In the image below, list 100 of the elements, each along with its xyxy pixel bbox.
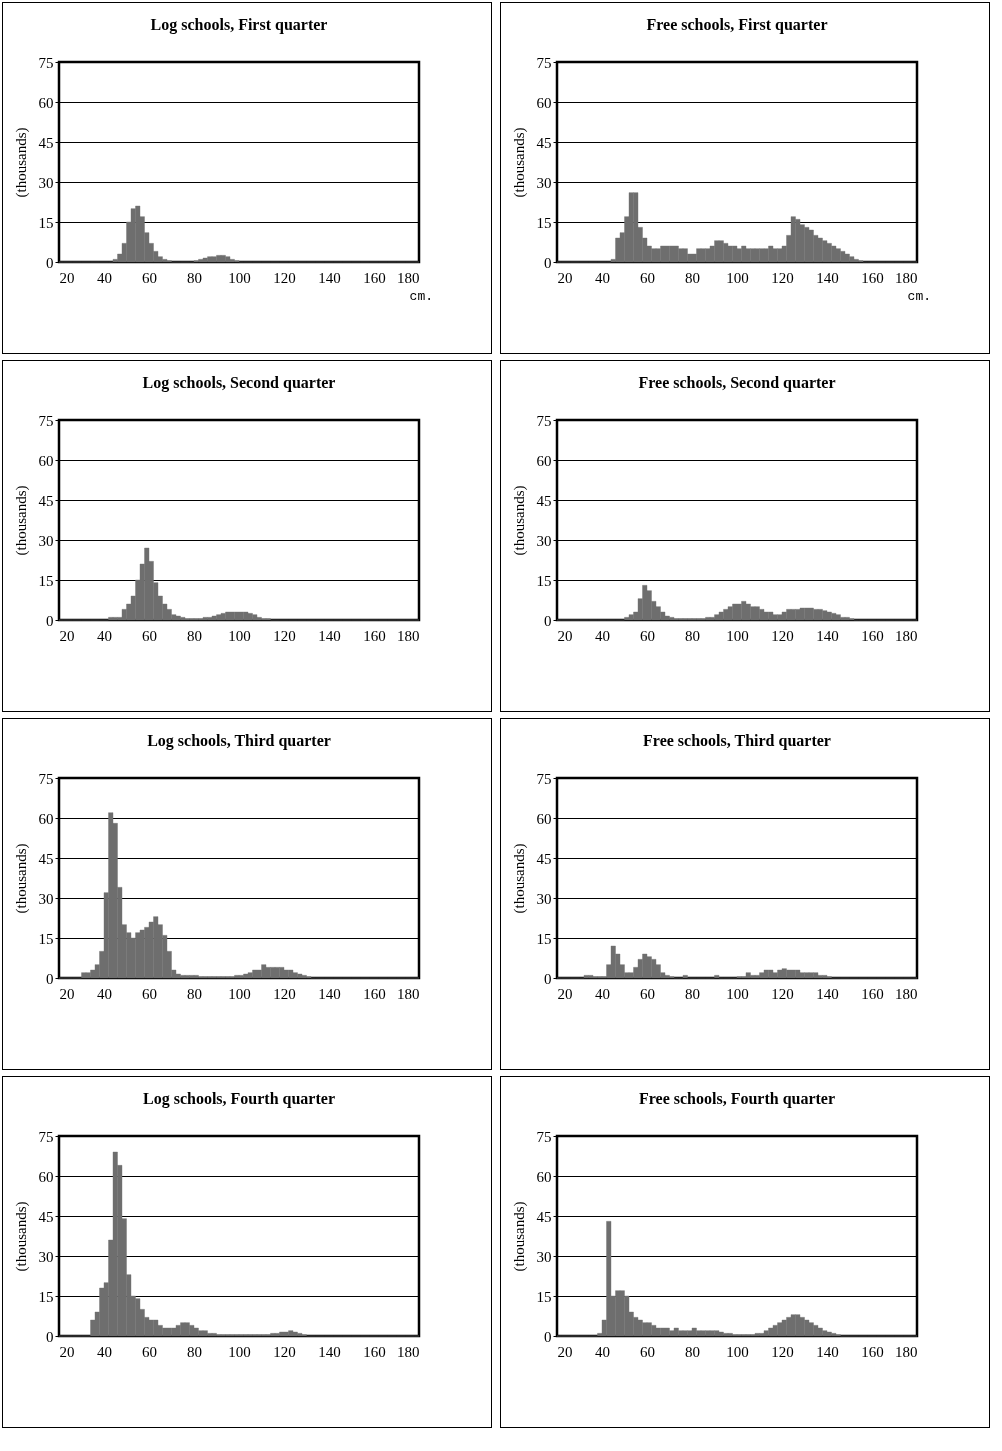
chart-title: Free schools, Third quarter bbox=[643, 732, 831, 750]
y-tick-label: 45 bbox=[536, 1208, 552, 1225]
x-tick-label: 40 bbox=[595, 1343, 610, 1360]
x-tick-label: 160 bbox=[861, 1343, 884, 1360]
y-tick-label: 45 bbox=[38, 492, 54, 509]
x-tick-label: 140 bbox=[816, 269, 839, 286]
y-tick-label: 60 bbox=[536, 452, 552, 469]
x-tick-label: 140 bbox=[816, 1343, 839, 1360]
x-tick-label: 140 bbox=[816, 627, 839, 644]
y-tick-label: 45 bbox=[536, 134, 552, 151]
x-tick-label: 140 bbox=[318, 627, 341, 644]
y-tick-label: 0 bbox=[46, 254, 54, 271]
x-tick-label: 40 bbox=[97, 269, 112, 286]
y-tick-label: 60 bbox=[536, 810, 552, 827]
x-tick-label: 80 bbox=[187, 1343, 202, 1360]
x-tick-label: 20 bbox=[557, 627, 573, 644]
x-tick-label: 180 bbox=[895, 269, 918, 286]
x-tick-label: 20 bbox=[557, 269, 573, 286]
x-tick-label: 40 bbox=[97, 627, 112, 644]
chart-title: Log schools, Third quarter bbox=[147, 732, 331, 750]
x-tick-label: 60 bbox=[142, 269, 157, 286]
x-tick-label: 120 bbox=[273, 985, 296, 1002]
x-tick-label: 60 bbox=[640, 627, 655, 644]
x-tick-label: 180 bbox=[397, 627, 420, 644]
y-tick-label: 15 bbox=[536, 572, 552, 589]
x-tick-label: 40 bbox=[97, 985, 112, 1002]
x-tick-label: 100 bbox=[726, 269, 749, 286]
y-tick-label: 15 bbox=[536, 1288, 552, 1305]
chart-title: Log schools, Fourth quarter bbox=[143, 1090, 335, 1108]
x-tick-label: 20 bbox=[59, 985, 75, 1002]
y-tick-label: 60 bbox=[536, 94, 552, 111]
y-tick-label: 15 bbox=[536, 214, 552, 231]
x-tick-label: 120 bbox=[771, 1343, 794, 1360]
y-tick-label: 60 bbox=[38, 810, 54, 827]
chart-title: Free schools, Second quarter bbox=[638, 374, 836, 392]
chart-title: Free schools, Fourth quarter bbox=[638, 1090, 836, 1108]
y-tick-label: 30 bbox=[536, 174, 552, 191]
chart-title: Free schools, First quarter bbox=[646, 16, 828, 34]
x-tick-label: 60 bbox=[142, 985, 157, 1002]
y-tick-label: 0 bbox=[544, 1328, 552, 1345]
y-tick-label: 60 bbox=[536, 1168, 552, 1185]
y-tick-label: 45 bbox=[38, 850, 54, 867]
x-tick-label: 140 bbox=[816, 985, 839, 1002]
y-axis-title: (thousands) bbox=[12, 843, 30, 914]
y-axis-title: (thousands) bbox=[510, 1201, 528, 1272]
x-tick-label: 20 bbox=[557, 985, 573, 1002]
y-tick-label: 30 bbox=[38, 890, 54, 907]
x-tick-label: 20 bbox=[59, 1343, 75, 1360]
x-tick-label: 60 bbox=[640, 985, 655, 1002]
x-tick-label: 120 bbox=[273, 1343, 296, 1360]
x-tick-label: 180 bbox=[397, 985, 420, 1002]
y-tick-label: 75 bbox=[536, 54, 552, 71]
y-tick-label: 15 bbox=[38, 214, 54, 231]
x-tick-label: 80 bbox=[685, 627, 700, 644]
y-tick-label: 30 bbox=[536, 890, 552, 907]
y-axis-title: (thousands) bbox=[510, 843, 528, 914]
y-tick-label: 0 bbox=[544, 970, 552, 987]
text: cm. bbox=[907, 289, 931, 304]
chart-title: Log schools, First quarter bbox=[150, 16, 328, 34]
y-tick-label: 30 bbox=[38, 532, 54, 549]
y-tick-label: 0 bbox=[46, 1328, 54, 1345]
x-tick-label: 60 bbox=[640, 269, 655, 286]
x-tick-label: 20 bbox=[59, 627, 75, 644]
x-tick-label: 160 bbox=[363, 985, 386, 1002]
x-tick-label: 100 bbox=[726, 985, 749, 1002]
x-tick-label: 40 bbox=[595, 627, 610, 644]
y-tick-label: 45 bbox=[536, 492, 552, 509]
x-tick-label: 160 bbox=[861, 627, 884, 644]
y-tick-label: 15 bbox=[38, 930, 54, 947]
y-tick-label: 75 bbox=[38, 412, 54, 429]
x-tick-label: 40 bbox=[595, 985, 610, 1002]
y-tick-label: 75 bbox=[536, 412, 552, 429]
x-tick-label: 100 bbox=[228, 1343, 251, 1360]
y-tick-label: 60 bbox=[38, 1168, 54, 1185]
y-tick-label: 0 bbox=[46, 970, 54, 987]
y-tick-label: 45 bbox=[38, 134, 54, 151]
y-tick-label: 30 bbox=[536, 1248, 552, 1265]
x-tick-label: 40 bbox=[595, 269, 610, 286]
x-tick-label: 20 bbox=[557, 1343, 573, 1360]
x-tick-label: 120 bbox=[771, 269, 794, 286]
x-tick-label: 80 bbox=[187, 269, 202, 286]
y-axis-title: (thousands) bbox=[510, 127, 528, 198]
y-tick-label: 0 bbox=[544, 612, 552, 629]
y-tick-label: 15 bbox=[38, 1288, 54, 1305]
y-axis-title: (thousands) bbox=[12, 127, 30, 198]
y-tick-label: 75 bbox=[38, 54, 54, 71]
y-tick-label: 75 bbox=[536, 770, 552, 787]
y-tick-label: 0 bbox=[544, 254, 552, 271]
x-tick-label: 160 bbox=[861, 269, 884, 286]
x-tick-label: 180 bbox=[397, 269, 420, 286]
y-tick-label: 60 bbox=[38, 94, 54, 111]
x-tick-label: 80 bbox=[685, 1343, 700, 1360]
x-tick-label: 120 bbox=[273, 269, 296, 286]
y-tick-label: 0 bbox=[46, 612, 54, 629]
y-tick-label: 45 bbox=[38, 1208, 54, 1225]
x-tick-label: 140 bbox=[318, 1343, 341, 1360]
x-tick-label: 160 bbox=[861, 985, 884, 1002]
x-tick-label: 180 bbox=[895, 985, 918, 1002]
x-tick-label: 80 bbox=[685, 985, 700, 1002]
y-tick-label: 75 bbox=[536, 1128, 552, 1145]
